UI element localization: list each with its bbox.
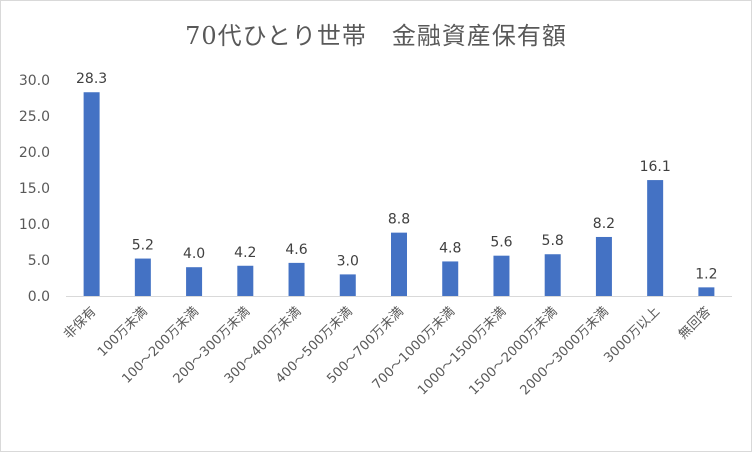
data-label: 4.0 [183,246,205,262]
bar [647,180,664,296]
data-label: 4.8 [439,240,461,256]
y-tick-label: 20.0 [19,145,50,161]
bar [391,232,407,296]
y-tick-label: 5.0 [28,253,50,269]
data-label: 3.0 [337,253,359,269]
data-label: 1.2 [695,266,717,282]
chart-title: 70代ひとり世帯 金融資産保有額 [185,22,567,50]
y-tick-label: 25.0 [19,109,50,125]
category-label: 非保有 [61,304,99,342]
bar [83,92,100,297]
category-label: 1500～2000万未満 [466,304,560,398]
bar [186,267,203,296]
bar [237,265,254,296]
y-tick-label: 15.0 [19,181,50,197]
bar [544,254,561,296]
data-label: 5.2 [132,238,154,254]
data-label: 4.6 [285,242,307,258]
data-label: 8.2 [593,216,615,232]
data-label: 16.1 [640,159,671,175]
data-label: 4.2 [234,245,256,261]
y-tick-label: 10.0 [19,217,50,233]
bar [698,287,715,296]
data-label: 28.3 [76,71,107,87]
data-label: 5.6 [490,235,512,251]
data-label: 8.8 [388,212,410,228]
data-label: 5.8 [542,233,564,249]
category-label: 100万未満 [95,304,151,360]
category-label: 2000～3000万未満 [518,304,612,398]
category-label: 1000～1500万未満 [415,304,509,398]
category-label: 3000万以上 [601,304,663,366]
y-tick-label: 30.0 [19,73,50,89]
bar [493,255,510,296]
bar [288,262,305,296]
bar [442,261,459,296]
bar [134,258,151,296]
y-tick-label: 0.0 [28,289,50,305]
bar [595,236,612,296]
category-label: 無回答 [675,304,714,343]
bar [339,274,356,296]
